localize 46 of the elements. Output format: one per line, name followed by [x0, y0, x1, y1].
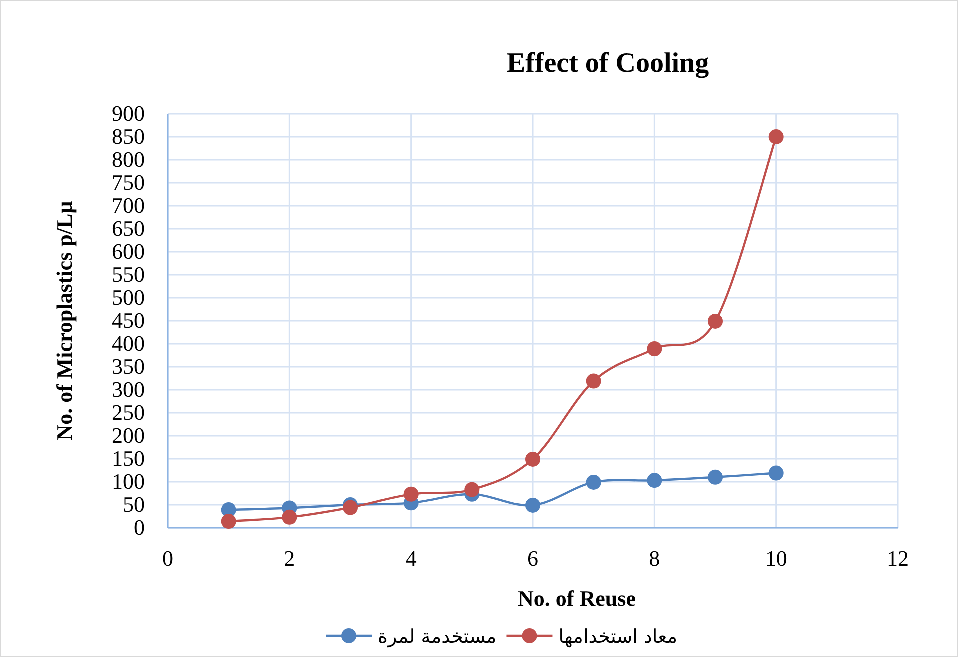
y-tick-label: 0 [134, 515, 145, 540]
point [404, 486, 419, 502]
y-tick-label: 300 [112, 377, 145, 402]
x-tick-label: 0 [162, 546, 174, 571]
y-axis-title: No. of Microplastics p/Lµ [52, 200, 77, 441]
x-tick-label: 4 [406, 546, 417, 571]
y-tick-label: 700 [112, 193, 145, 218]
y-tick-label: 150 [112, 446, 145, 471]
y-tick-label: 550 [112, 262, 145, 287]
point [586, 474, 602, 490]
y-tick-label: 850 [112, 124, 145, 149]
y-tick-label: 900 [112, 101, 145, 126]
point [708, 314, 723, 329]
point [647, 473, 662, 488]
point [768, 130, 784, 144]
y-tick-label: 600 [112, 239, 145, 264]
y-tick-label: 350 [112, 354, 145, 379]
point [526, 452, 540, 467]
point [526, 498, 540, 513]
y-tick-label: 500 [112, 285, 145, 310]
x-tick-label: 8 [649, 546, 660, 571]
point [343, 500, 358, 516]
x-tick-label: 6 [528, 546, 538, 571]
y-tick-label: 750 [112, 170, 145, 195]
y-tick-label: 450 [112, 308, 145, 333]
legend-label: معاد استخدامها [558, 626, 678, 648]
y-tick-label: 200 [112, 423, 145, 448]
y-tick-label: 800 [112, 147, 145, 172]
point [708, 470, 723, 485]
x-tick-label: 10 [765, 546, 788, 571]
point [647, 342, 662, 357]
chart-title: Effect of Cooling [506, 48, 710, 79]
y-tick-label: 650 [112, 216, 145, 241]
legend-label: مستخدمة لمرة [378, 626, 497, 648]
y-tick-label: 50 [123, 492, 145, 517]
x-tick-label: 2 [284, 546, 296, 571]
point [221, 514, 236, 530]
point [464, 482, 480, 498]
y-tick-label: 400 [112, 331, 145, 356]
x-axis-title: No. of Reuse [518, 586, 636, 611]
y-tick-label: 250 [112, 400, 145, 425]
point [586, 374, 602, 389]
point [768, 466, 784, 481]
x-tick-label: 12 [887, 546, 909, 571]
point [282, 510, 298, 525]
y-tick-label: 100 [112, 469, 145, 494]
